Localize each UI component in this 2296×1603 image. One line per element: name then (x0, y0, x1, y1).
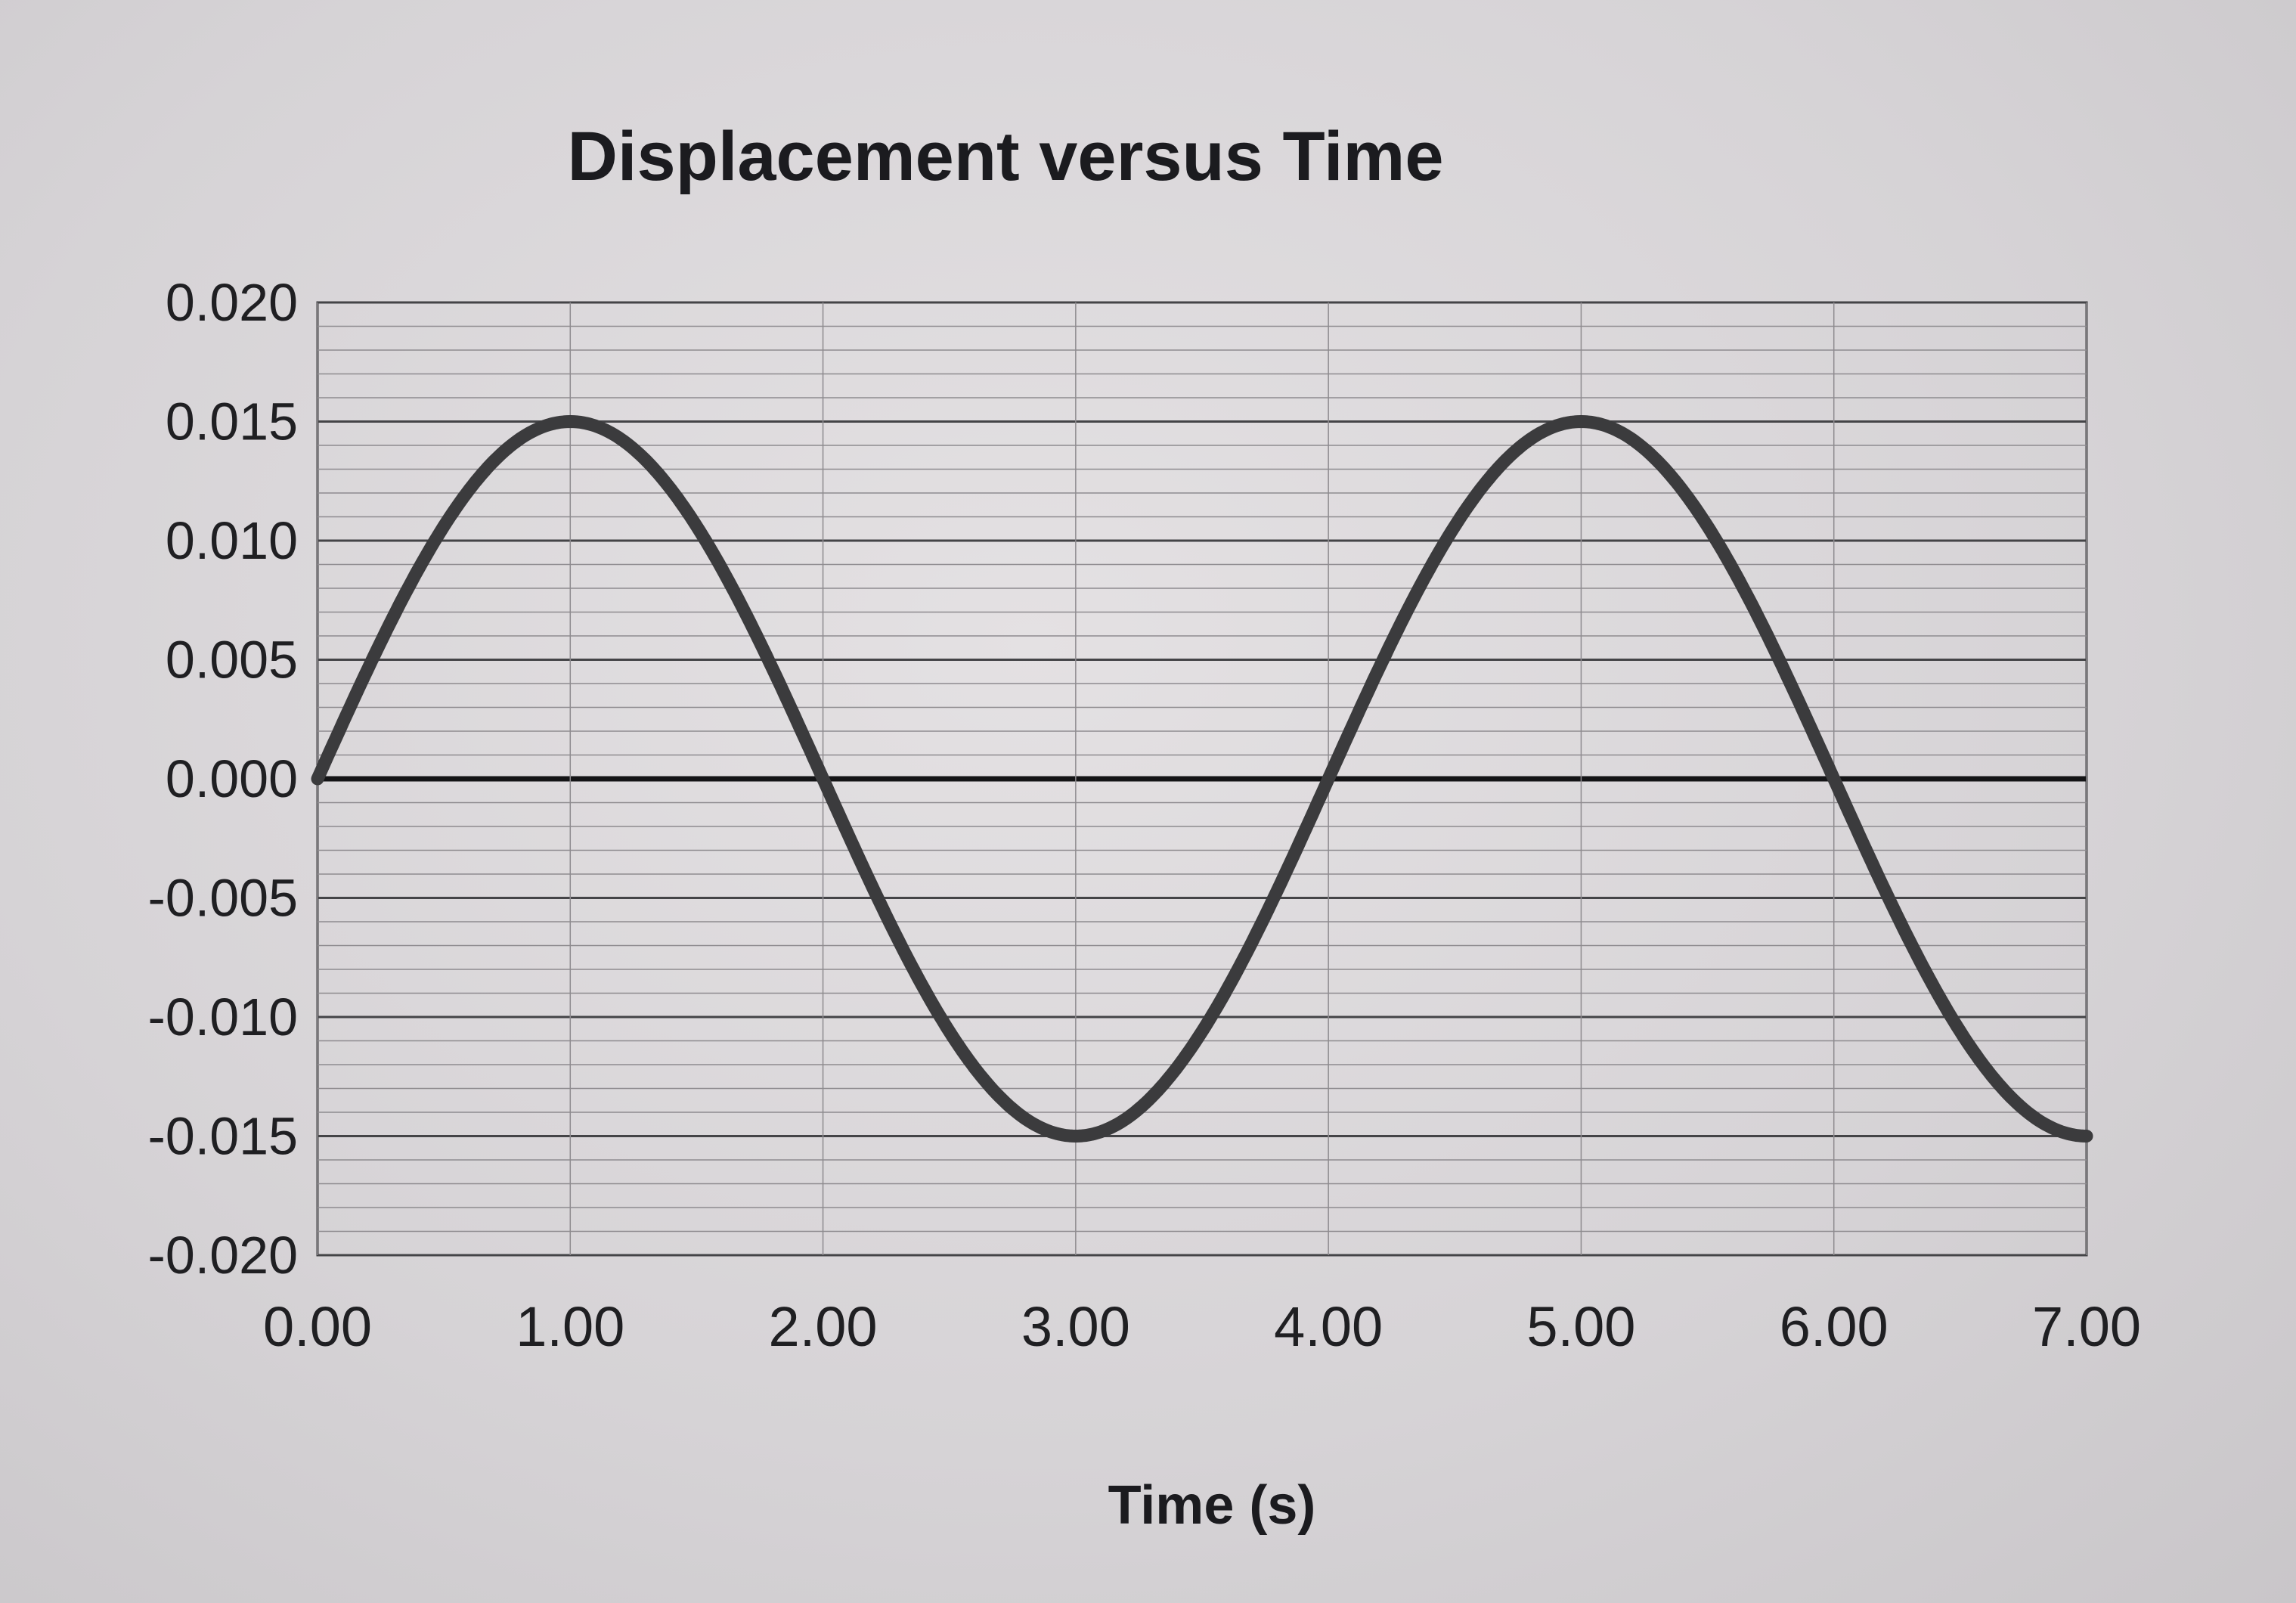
x-tick-label: 5.00 (1526, 1295, 1635, 1358)
x-tick-label: 1.00 (516, 1295, 624, 1358)
y-tick-label: 0.020 (166, 273, 298, 332)
x-tick-label: 6.00 (1780, 1295, 1889, 1358)
y-tick-label: -0.020 (148, 1226, 298, 1285)
x-tick-label: 4.00 (1274, 1295, 1383, 1358)
grid-lines (316, 301, 2088, 1257)
y-tick-label: 0.015 (166, 392, 298, 451)
x-axis-label: Time (s) (1108, 1475, 1316, 1536)
y-tick-label: -0.005 (148, 869, 298, 928)
y-tick-label: 0.010 (166, 511, 298, 570)
y-tick-labels: 0.020 0.015 0.010 0.005 0.000 -0.005 -0.010 -0.… (148, 273, 298, 1285)
series-group (311, 415, 2093, 1143)
y-tick-label: 0.000 (166, 749, 298, 808)
x-tick-label: 7.00 (2032, 1295, 2141, 1358)
chart-title: Displacement versus Time (567, 118, 1443, 195)
series-line (311, 415, 2093, 1143)
x-tick-labels: 0.00 1.00 2.00 3.00 4.00 5.00 6.00 7.00 (263, 1295, 2141, 1358)
y-tick-label: 0.005 (166, 631, 298, 690)
x-tick-label: 2.00 (769, 1295, 878, 1358)
y-tick-label: -0.010 (148, 988, 298, 1046)
x-tick-label: 0.00 (263, 1295, 372, 1358)
y-tick-label: -0.015 (148, 1107, 298, 1166)
x-tick-label: 3.00 (1021, 1295, 1130, 1358)
